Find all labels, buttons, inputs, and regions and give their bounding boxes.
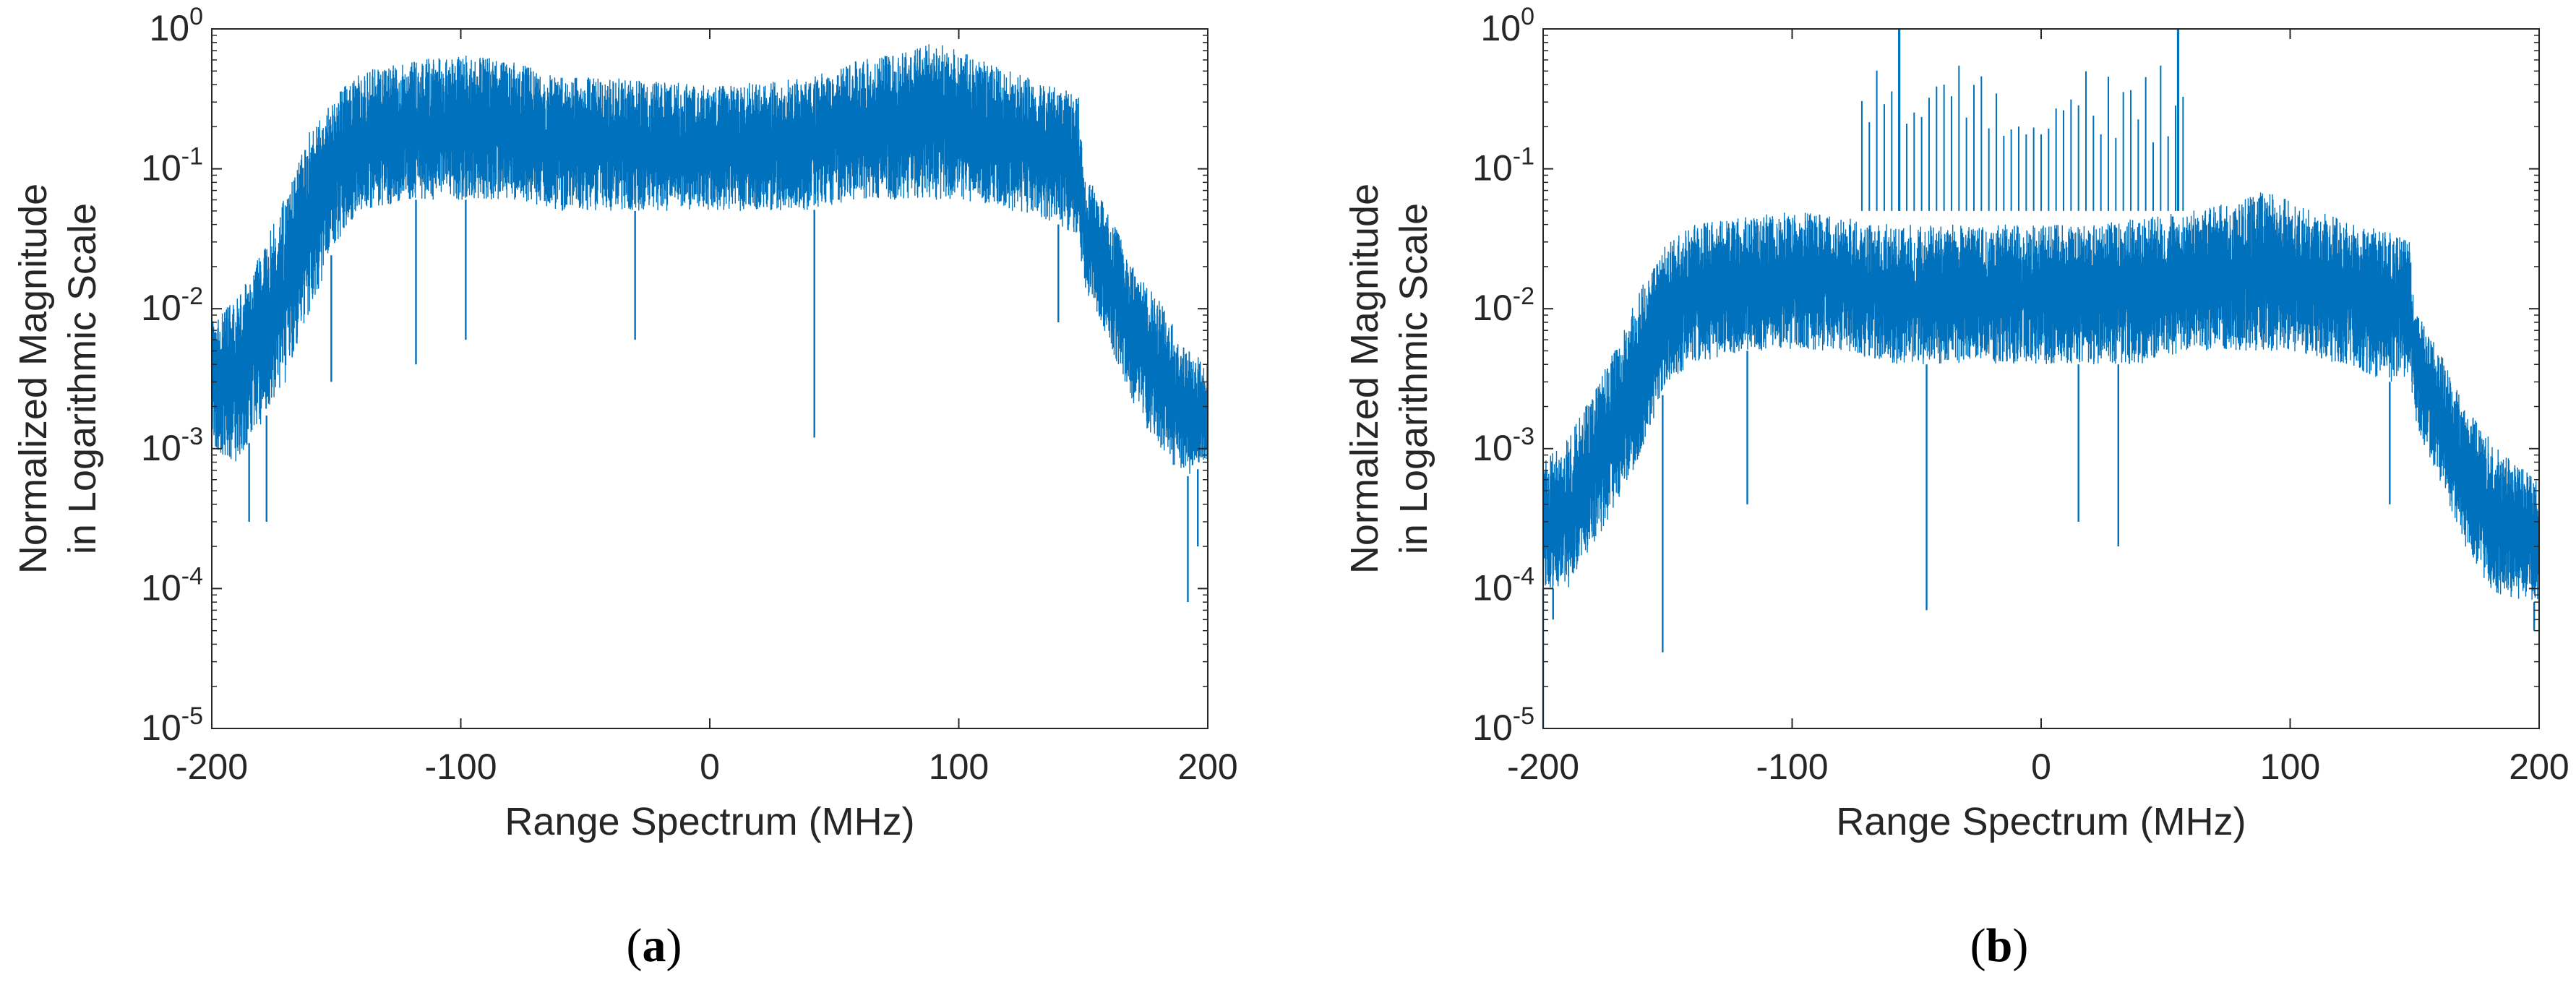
panel-b-ytick-label-4: 10-1 [1472,143,1534,189]
panel-b-caption: (b) [1970,919,2029,972]
panel-b-plot-area [1543,29,2539,728]
panel-b-ytick-exp-0: -5 [1513,702,1534,730]
panel-b-caption-letter: b [1986,919,2013,972]
panel-b-ytick-exp-5: 0 [1521,3,1534,30]
panel-b-ytick-exp-4: -1 [1513,143,1534,171]
panel-a-ytick-base-3: 10 [141,288,181,328]
panel-b-caption-open: ( [1970,919,1986,972]
panel-b-ytick-label-1: 10-4 [1472,562,1534,608]
panel-a-ytick-label-1: 10-4 [141,562,203,608]
panel-a-ytick-exp-3: -2 [181,283,203,310]
panel-a-caption-close: ) [666,919,682,972]
panel-a-ytick-exp-1: -4 [181,562,203,590]
panel-a-ytick-base-4: 10 [141,148,181,189]
panel-b-ytick-label-3: 10-2 [1472,283,1534,328]
panel-a-ytick-base-2: 10 [141,428,181,468]
panel-b-ytick-label-0: 10-5 [1472,702,1534,748]
panel-b-ytick-base-0: 10 [1472,707,1513,748]
panel-a-ytick-base-0: 10 [141,707,181,748]
panel-b-ytick-exp-1: -4 [1513,562,1534,590]
panel-b-ytick-base-2: 10 [1472,428,1513,468]
panel-b-ytick-base-3: 10 [1472,288,1513,328]
panel-a-ytick-label-4: 10-1 [141,143,203,189]
panel-b-xtick-label-1: -100 [1756,747,1828,787]
panel-a-ytick-exp-0: -5 [181,702,203,730]
panel-b-ytick-exp-3: -2 [1513,283,1534,310]
panel-b-ytick-label-5: 100 [1480,3,1534,48]
panel-b-ytick-base-4: 10 [1472,148,1513,189]
panel-a-ytick-label-0: 10-5 [141,702,203,748]
panel-a-xtick-label-2: 0 [700,747,720,787]
panel-b-xtick-label-3: 100 [2260,747,2320,787]
panel-a-caption: (a) [627,919,682,972]
panel-a-ytick-exp-4: -1 [181,143,203,171]
panel-a-xtick-label-0: -200 [176,747,248,787]
panel-a-caption-open: ( [627,919,643,972]
panel-b-xtick-label-4: 200 [2509,747,2569,787]
panel-a-ytick-label-2: 10-3 [141,423,203,468]
panel-a-ytick-label-3: 10-2 [141,283,203,328]
panel-a-xtick-label-4: 200 [1177,747,1237,787]
panel-a-ytick-label-5: 100 [149,3,203,48]
panel-b-xtick-label-2: 0 [2031,747,2051,787]
panel-a-ylabel-line1: Normalized Magnitude [12,184,55,574]
panel-b-ytick-exp-2: -3 [1513,423,1534,450]
panel-b-xlabel: Range Spectrum (MHz) [1836,800,2246,843]
panel-a-ytick-exp-2: -3 [181,423,203,450]
panel-a-xlabel: Range Spectrum (MHz) [505,800,914,843]
panel-a-spectrum [211,44,1208,603]
panel-b-spectrum [1542,29,2540,728]
panel-a-ylabel-line2: in Logarithmic Scale [61,203,104,554]
panel-b-xtick-label-0: -200 [1507,747,1579,787]
panel-a-ytick-base-1: 10 [141,567,181,608]
panel-a-xtick-label-3: 100 [929,747,989,787]
panel-a-xtick-label-1: -100 [424,747,497,787]
panel-b-ylabel-line1: Normalized Magnitude [1343,184,1386,574]
panel-a-spectrum-line [211,44,1208,474]
panel-b-spectrum-line [1542,192,2540,600]
panel-b-caption-close: ) [2012,919,2028,972]
panel-b-ytick-base-5: 10 [1480,8,1521,48]
panel-b-ylabel-line2: in Logarithmic Scale [1392,203,1435,554]
panel-b-ytick-label-2: 10-3 [1472,423,1534,468]
panel-b-ytick-base-1: 10 [1472,567,1513,608]
panel-a-caption-letter: a [643,919,666,972]
panel-a-ytick-base-5: 10 [149,8,189,48]
panel-a-ytick-exp-5: 0 [189,3,203,30]
